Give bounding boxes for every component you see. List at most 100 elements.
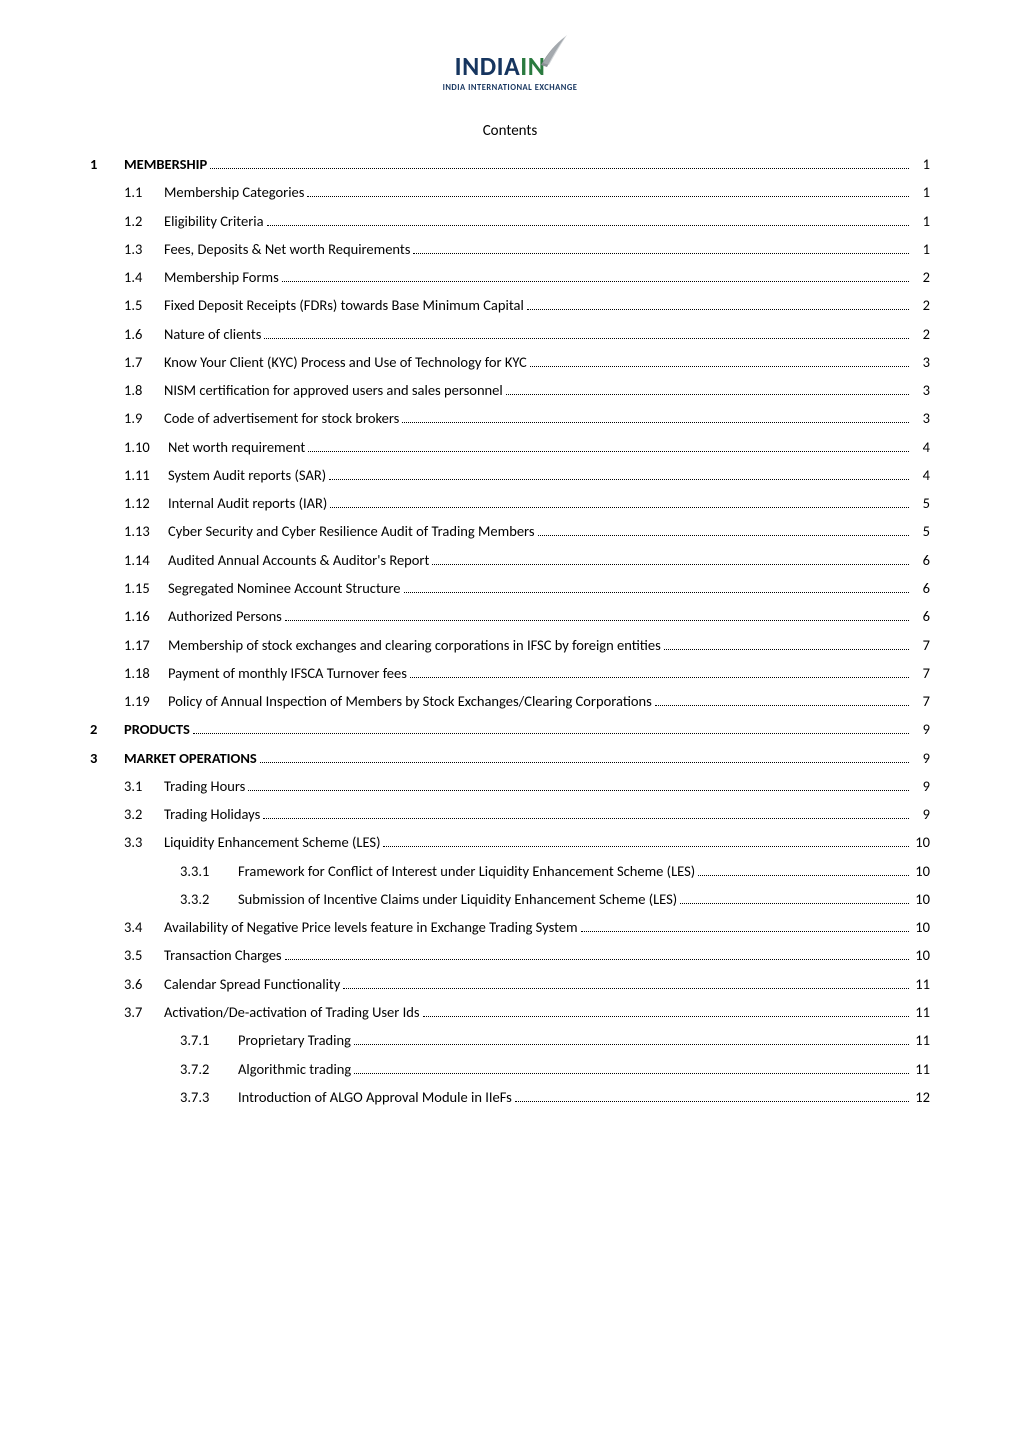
toc-title: Cyber Security and Cyber Resilience Audi… bbox=[168, 517, 535, 545]
toc-page: 10 bbox=[912, 885, 930, 913]
logo-block: INDIAIN INDIA INTERNATIONAL EXCHANGE bbox=[90, 50, 930, 94]
toc-number: 1.2 bbox=[124, 207, 164, 235]
logo-text-india: INDIA bbox=[455, 50, 521, 82]
toc-page: 7 bbox=[912, 631, 930, 659]
toc-page: 10 bbox=[912, 828, 930, 856]
logo: INDIAIN INDIA INTERNATIONAL EXCHANGE bbox=[443, 50, 578, 93]
toc-number: 3.3 bbox=[124, 828, 164, 856]
toc-title: Membership Categories bbox=[164, 178, 304, 206]
toc-row: 1.10Net worth requirement4 bbox=[90, 433, 930, 461]
toc-page: 2 bbox=[912, 320, 930, 348]
toc-number: 1.13 bbox=[124, 517, 168, 545]
toc-title: MEMBERSHIP bbox=[124, 150, 207, 178]
toc-title: Proprietary Trading bbox=[238, 1026, 351, 1054]
toc-title: Eligibility Criteria bbox=[164, 207, 264, 235]
toc-number: 1.5 bbox=[124, 291, 164, 319]
toc-page: 9 bbox=[912, 772, 930, 800]
toc-page: 5 bbox=[912, 489, 930, 517]
toc-row: 3.7.2Algorithmic trading11 bbox=[90, 1055, 930, 1083]
toc-leader bbox=[383, 837, 909, 848]
toc-row: 3.6Calendar Spread Functionality11 bbox=[90, 970, 930, 998]
toc-leader bbox=[655, 695, 909, 706]
logo-wordmark: INDIAIN bbox=[443, 50, 578, 82]
toc-title: Nature of clients bbox=[164, 320, 261, 348]
toc-title: Code of advertisement for stock brokers bbox=[164, 404, 399, 432]
toc-number: 1.14 bbox=[124, 546, 168, 574]
toc-title: Know Your Client (KYC) Process and Use o… bbox=[164, 348, 527, 376]
toc-title: Net worth requirement bbox=[168, 433, 305, 461]
toc-leader bbox=[210, 158, 909, 169]
toc-number: 3.3.1 bbox=[180, 857, 238, 885]
toc-row: 3.5Transaction Charges 10 bbox=[90, 941, 930, 969]
toc-number: 1.1 bbox=[124, 178, 164, 206]
toc-leader bbox=[538, 526, 909, 537]
toc-leader bbox=[264, 328, 909, 339]
toc-leader bbox=[680, 893, 909, 904]
toc-leader bbox=[343, 978, 909, 989]
toc-page: 9 bbox=[912, 800, 930, 828]
toc-leader bbox=[329, 469, 909, 480]
toc-title: Transaction Charges bbox=[164, 941, 282, 969]
toc-number: 1.7 bbox=[124, 348, 164, 376]
toc-row: 1.15Segregated Nominee Account Structure… bbox=[90, 574, 930, 602]
toc-page: 12 bbox=[912, 1083, 930, 1111]
toc-title: Payment of monthly IFSCA Turnover fees bbox=[168, 659, 407, 687]
toc-leader bbox=[413, 243, 909, 254]
toc-title: Introduction of ALGO Approval Module in … bbox=[238, 1083, 512, 1111]
toc-page: 11 bbox=[912, 1026, 930, 1054]
toc-page: 10 bbox=[912, 857, 930, 885]
toc-page: 4 bbox=[912, 461, 930, 489]
toc-number: 3.7.1 bbox=[180, 1026, 238, 1054]
toc-page: 9 bbox=[912, 715, 930, 743]
toc-leader bbox=[664, 639, 909, 650]
toc-number: 3.3.2 bbox=[180, 885, 238, 913]
toc-row: 1.17Membership of stock exchanges and cl… bbox=[90, 631, 930, 659]
toc-number: 1.9 bbox=[124, 404, 164, 432]
toc-number: 1.8 bbox=[124, 376, 164, 404]
toc-page: 10 bbox=[912, 941, 930, 969]
logo-tagline: INDIA INTERNATIONAL EXCHANGE bbox=[443, 83, 578, 93]
toc-leader bbox=[698, 865, 909, 876]
toc-title: Availability of Negative Price levels fe… bbox=[164, 913, 578, 941]
toc-row: 3.3.1Framework for Conflict of Interest … bbox=[90, 857, 930, 885]
toc-row: 1.13Cyber Security and Cyber Resilience … bbox=[90, 517, 930, 545]
toc-row: 3.3.2Submission of Incentive Claims unde… bbox=[90, 885, 930, 913]
toc-row: 2PRODUCTS 9 bbox=[90, 715, 930, 743]
toc-number: 3.5 bbox=[124, 941, 164, 969]
toc-leader bbox=[581, 921, 909, 932]
toc-title: Fixed Deposit Receipts (FDRs) towards Ba… bbox=[164, 291, 524, 319]
toc-row: 3.7.1Proprietary Trading 11 bbox=[90, 1026, 930, 1054]
toc-leader bbox=[432, 554, 909, 565]
toc-title: Submission of Incentive Claims under Liq… bbox=[238, 885, 677, 913]
toc-leader bbox=[506, 384, 909, 395]
toc-page: 2 bbox=[912, 291, 930, 319]
toc-number: 2 bbox=[90, 715, 124, 743]
toc-page: 7 bbox=[912, 687, 930, 715]
toc-title: Membership Forms bbox=[164, 263, 279, 291]
toc-number: 3.4 bbox=[124, 913, 164, 941]
toc-title: Internal Audit reports (IAR) bbox=[168, 489, 327, 517]
toc-page: 5 bbox=[912, 517, 930, 545]
toc-number: 1.19 bbox=[124, 687, 168, 715]
toc-title: PRODUCTS bbox=[124, 715, 190, 743]
toc-row: 3.3Liquidity Enhancement Scheme (LES)10 bbox=[90, 828, 930, 856]
toc-number: 1.15 bbox=[124, 574, 168, 602]
toc-title: Activation/De-activation of Trading User… bbox=[164, 998, 420, 1026]
toc-number: 3.6 bbox=[124, 970, 164, 998]
contents-heading: Contents bbox=[90, 122, 930, 140]
toc-title: Segregated Nominee Account Structure bbox=[168, 574, 401, 602]
toc-row: 1.3Fees, Deposits & Net worth Requiremen… bbox=[90, 235, 930, 263]
toc-row: 1.18Payment of monthly IFSCA Turnover fe… bbox=[90, 659, 930, 687]
toc-title: Trading Hours bbox=[164, 772, 245, 800]
toc-leader bbox=[527, 299, 909, 310]
toc-number: 1.10 bbox=[124, 433, 168, 461]
toc-row: 1.7Know Your Client (KYC) Process and Us… bbox=[90, 348, 930, 376]
toc-leader bbox=[404, 582, 910, 593]
toc-number: 3.2 bbox=[124, 800, 164, 828]
toc-row: 3.4Availability of Negative Price levels… bbox=[90, 913, 930, 941]
toc-title: Fees, Deposits & Net worth Requirements bbox=[164, 235, 410, 263]
toc-number: 3 bbox=[90, 744, 124, 772]
toc-number: 3.7.2 bbox=[180, 1055, 238, 1083]
toc-title: Algorithmic trading bbox=[238, 1055, 351, 1083]
toc-title: Audited Annual Accounts & Auditor's Repo… bbox=[168, 546, 429, 574]
